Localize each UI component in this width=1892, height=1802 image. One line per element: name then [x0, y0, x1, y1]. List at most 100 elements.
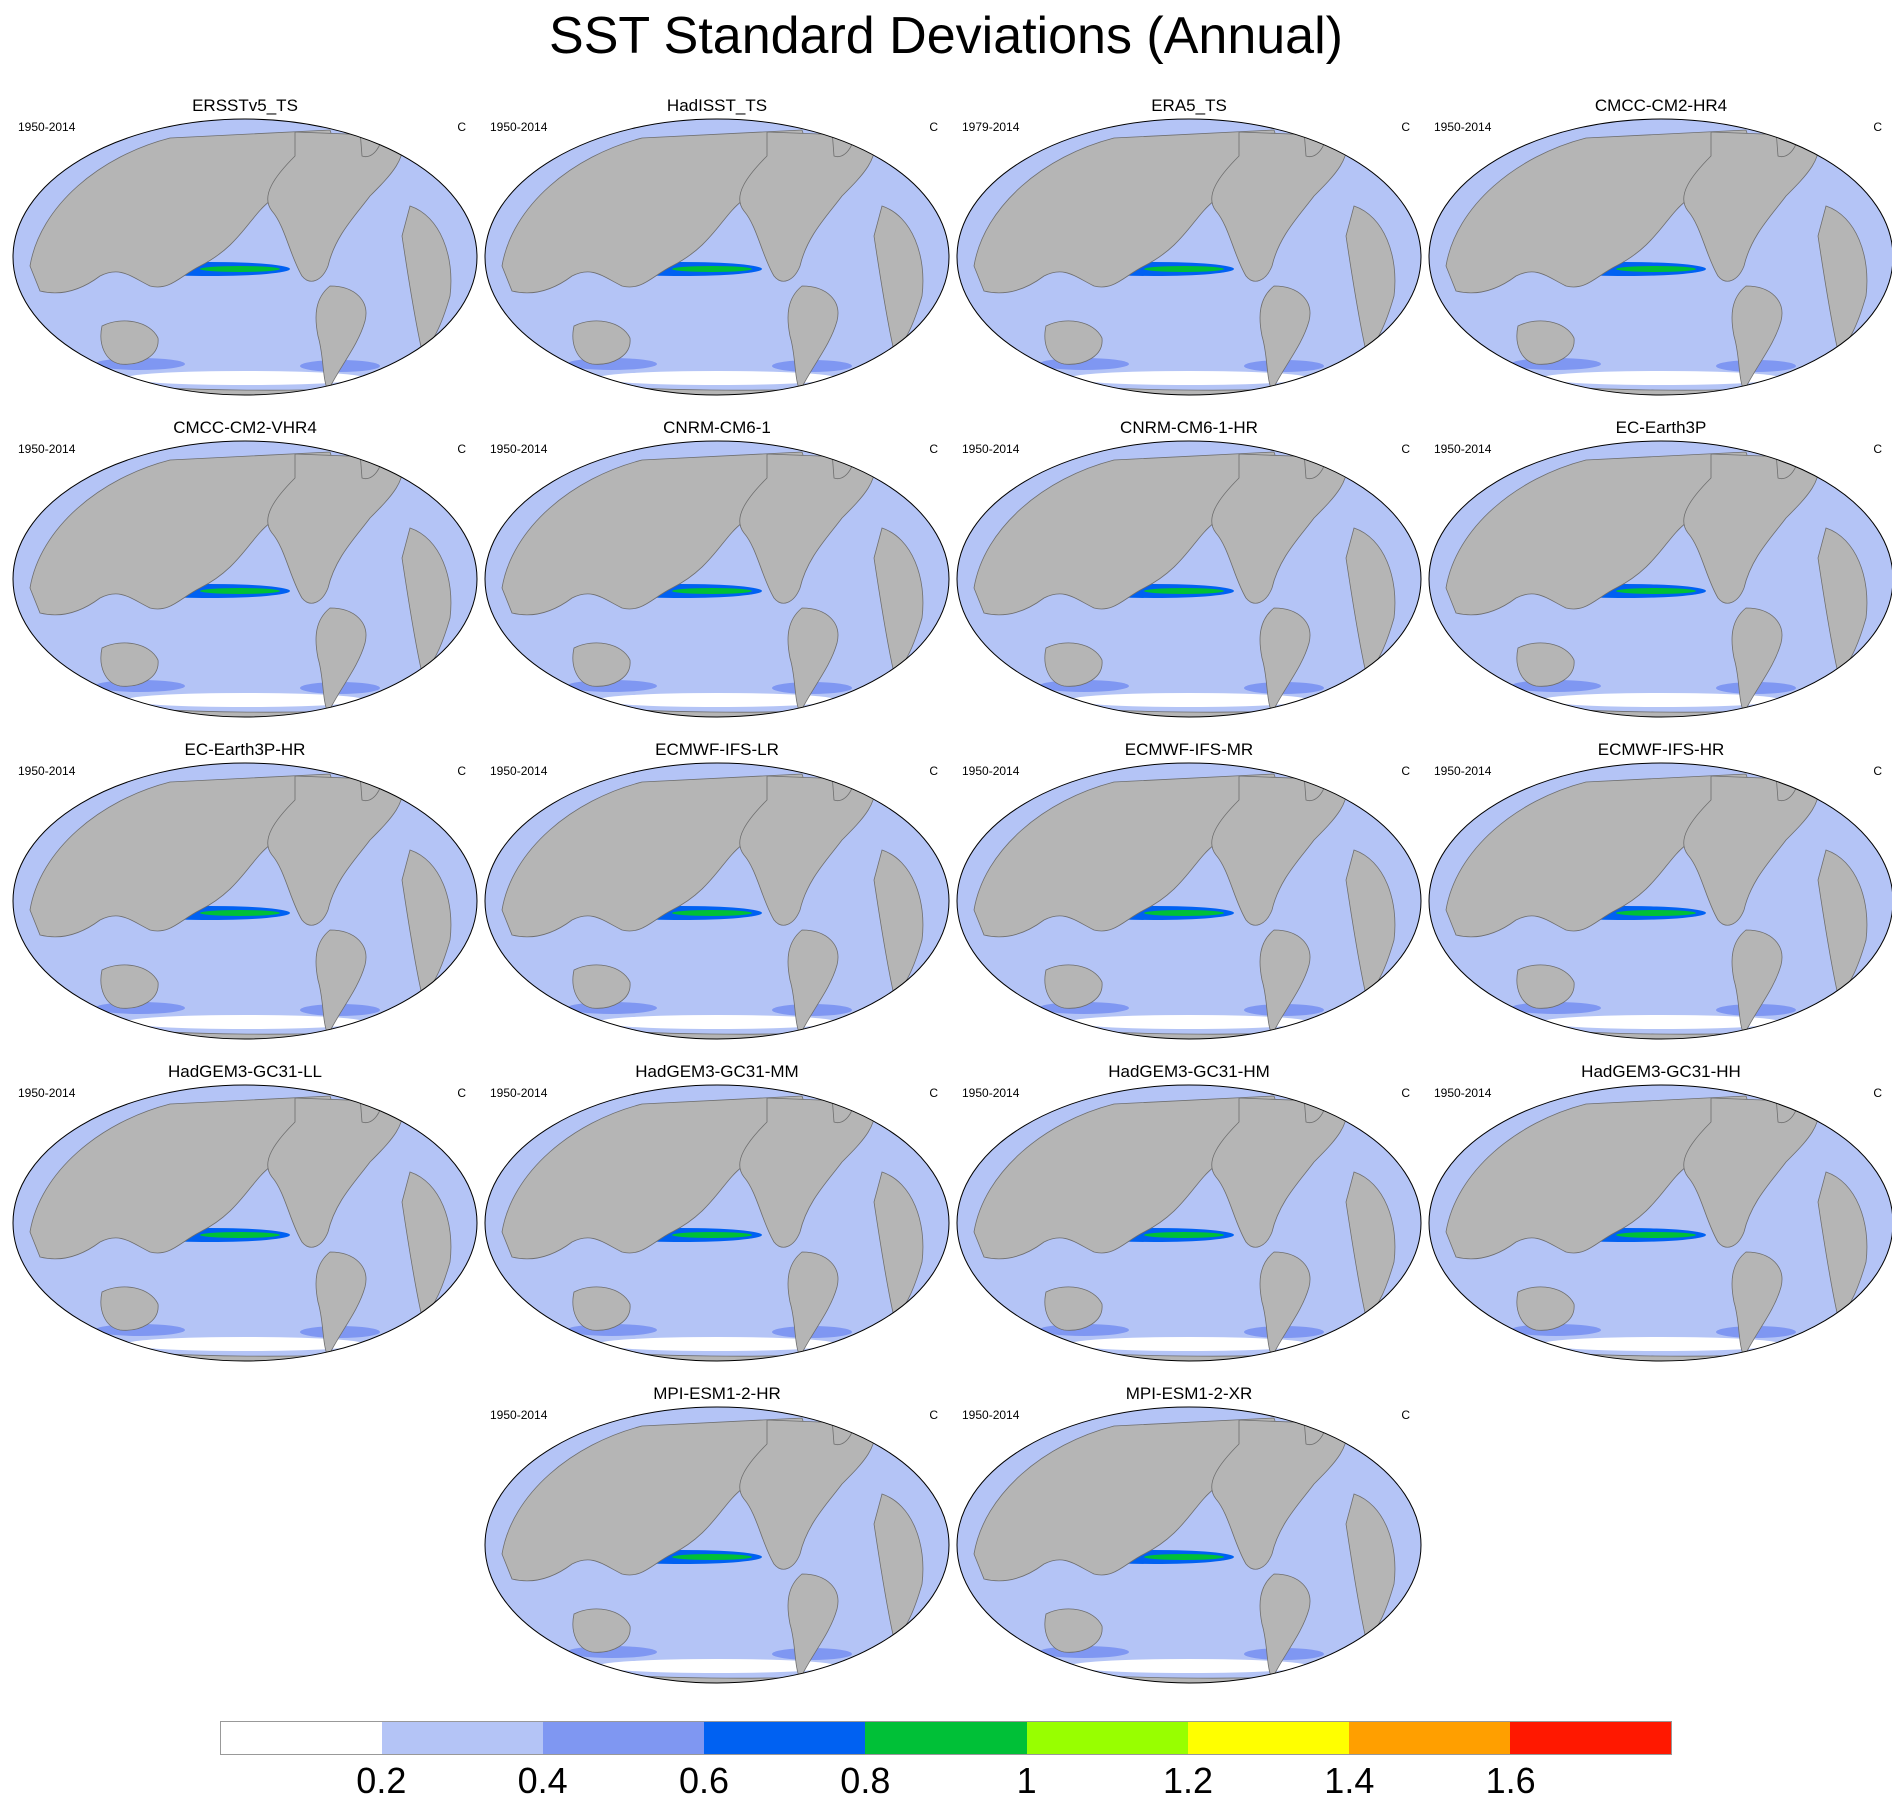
global-map — [484, 440, 950, 718]
north-america-landmass — [1211, 131, 1347, 282]
equatorial-pacific-core — [672, 910, 752, 916]
map-panel: CMCC-CM2-VHR4 1950-2014 C — [10, 418, 480, 723]
asia-landmass — [29, 129, 333, 294]
north-america-landmass — [1211, 1097, 1347, 1248]
southern-ocean-white-zone — [1541, 693, 1781, 707]
southern-ocean-white-zone — [1541, 1337, 1781, 1351]
asia-landmass — [29, 451, 333, 616]
map-panel: CMCC-CM2-HR4 1950-2014 C — [1426, 96, 1892, 401]
equatorial-pacific-core — [672, 266, 752, 272]
map-border — [12, 118, 478, 396]
panel-units: C — [929, 442, 938, 456]
panel-title: ECMWF-IFS-HR — [1597, 740, 1725, 759]
panel-units: C — [1873, 120, 1882, 134]
north-america-landmass — [1683, 453, 1819, 604]
australia-landmass — [1044, 642, 1103, 687]
australia-landmass — [1044, 1608, 1103, 1653]
colorbar-swatch — [543, 1722, 705, 1754]
north-america-landmass — [1683, 1097, 1819, 1248]
australia-landmass — [1044, 964, 1103, 1009]
map-border — [484, 440, 950, 718]
panel-title: CMCC-CM2-HR4 — [1594, 96, 1728, 115]
panel-units: C — [457, 120, 466, 134]
global-map — [484, 1406, 950, 1684]
colorbar-swatch — [1509, 1722, 1671, 1754]
panel-title: HadISST_TS — [666, 96, 768, 115]
asia-landmass — [29, 1095, 333, 1260]
map-panel: CNRM-CM6-1 1950-2014 C — [482, 418, 952, 723]
figure-title: SST Standard Deviations (Annual) — [549, 7, 1343, 65]
map-border — [484, 118, 950, 396]
panel-period: 1950-2014 — [490, 1408, 548, 1422]
southern-ocean-white-zone — [597, 1337, 837, 1351]
colorbar-swatch — [704, 1722, 866, 1754]
equatorial-pacific-core — [1616, 588, 1696, 594]
map-border — [1428, 440, 1892, 718]
map-panels-grid: ERSSTv5_TS 1950-2014 C HadISST_TS 1950-2014 C… — [10, 96, 1892, 1689]
panel-period: 1950-2014 — [18, 442, 76, 456]
panel-title: MPI-ESM1-2-HR — [653, 1384, 781, 1403]
map-panel: HadGEM3-GC31-LL 1950-2014 C — [10, 1062, 480, 1367]
map-border — [12, 762, 478, 1040]
panel-units: C — [1401, 1408, 1410, 1422]
panel-title: ERA5_TS — [1151, 96, 1227, 115]
map-border — [1428, 118, 1892, 396]
equatorial-pacific-core — [1144, 266, 1224, 272]
panel-period: 1950-2014 — [18, 120, 76, 134]
asia-landmass — [1445, 1095, 1749, 1260]
global-map — [12, 440, 478, 718]
colorbar-tick-label: 0.6 — [678, 1760, 730, 1801]
north-america-landmass — [267, 1097, 403, 1248]
panel-period: 1950-2014 — [962, 1408, 1020, 1422]
asia-landmass — [973, 1417, 1277, 1582]
panel-period: 1950-2014 — [18, 764, 76, 778]
map-border — [1428, 1084, 1892, 1362]
colorbar-tick-label: 0.4 — [517, 1760, 568, 1801]
southern-ocean-white-zone — [597, 1015, 837, 1029]
map-border — [484, 1406, 950, 1684]
asia-landmass — [501, 129, 805, 294]
map-panel: MPI-ESM1-2-HR 1950-2014 C — [482, 1384, 952, 1689]
australia-landmass — [572, 964, 631, 1009]
panel-units: C — [1401, 1086, 1410, 1100]
colorbar-boxes — [220, 1721, 1672, 1755]
equatorial-pacific-core — [1616, 266, 1696, 272]
panel-title: HadGEM3-GC31-HM — [1108, 1062, 1270, 1081]
global-map — [12, 762, 478, 1040]
australia-landmass — [572, 1608, 631, 1653]
colorbar-tick-label: 1.4 — [1324, 1760, 1375, 1801]
north-america-landmass — [1211, 1419, 1347, 1570]
global-map — [956, 440, 1422, 718]
panel-period: 1950-2014 — [490, 120, 548, 134]
global-map — [1428, 118, 1892, 396]
panel-units: C — [457, 442, 466, 456]
north-america-landmass — [739, 453, 875, 604]
global-map — [484, 762, 950, 1040]
australia-landmass — [1516, 320, 1575, 365]
panel-period: 1950-2014 — [1434, 764, 1492, 778]
panel-units: C — [929, 1086, 938, 1100]
panel-period: 1950-2014 — [1434, 1086, 1492, 1100]
north-america-landmass — [739, 1097, 875, 1248]
australia-landmass — [1516, 964, 1575, 1009]
panel-units: C — [1873, 764, 1882, 778]
australia-landmass — [572, 320, 631, 365]
map-panel: ECMWF-IFS-LR 1950-2014 C — [482, 740, 952, 1045]
southern-ocean-white-zone — [1069, 371, 1309, 385]
asia-landmass — [1445, 129, 1749, 294]
southern-ocean-white-zone — [125, 371, 365, 385]
panel-units: C — [929, 1408, 938, 1422]
asia-landmass — [501, 1417, 805, 1582]
southern-ocean-white-zone — [597, 371, 837, 385]
southern-ocean-white-zone — [1541, 371, 1781, 385]
southern-ocean-white-zone — [1069, 1015, 1309, 1029]
north-america-landmass — [1211, 453, 1347, 604]
colorbar-tick-label: 1.2 — [1162, 1760, 1214, 1801]
global-map — [12, 118, 478, 396]
australia-landmass — [572, 1286, 631, 1331]
asia-landmass — [973, 451, 1277, 616]
map-panel: HadGEM3-GC31-HH 1950-2014 C — [1426, 1062, 1892, 1367]
panel-period: 1950-2014 — [1434, 120, 1492, 134]
southern-ocean-white-zone — [125, 693, 365, 707]
map-panel: ERSSTv5_TS 1950-2014 C — [10, 96, 480, 401]
